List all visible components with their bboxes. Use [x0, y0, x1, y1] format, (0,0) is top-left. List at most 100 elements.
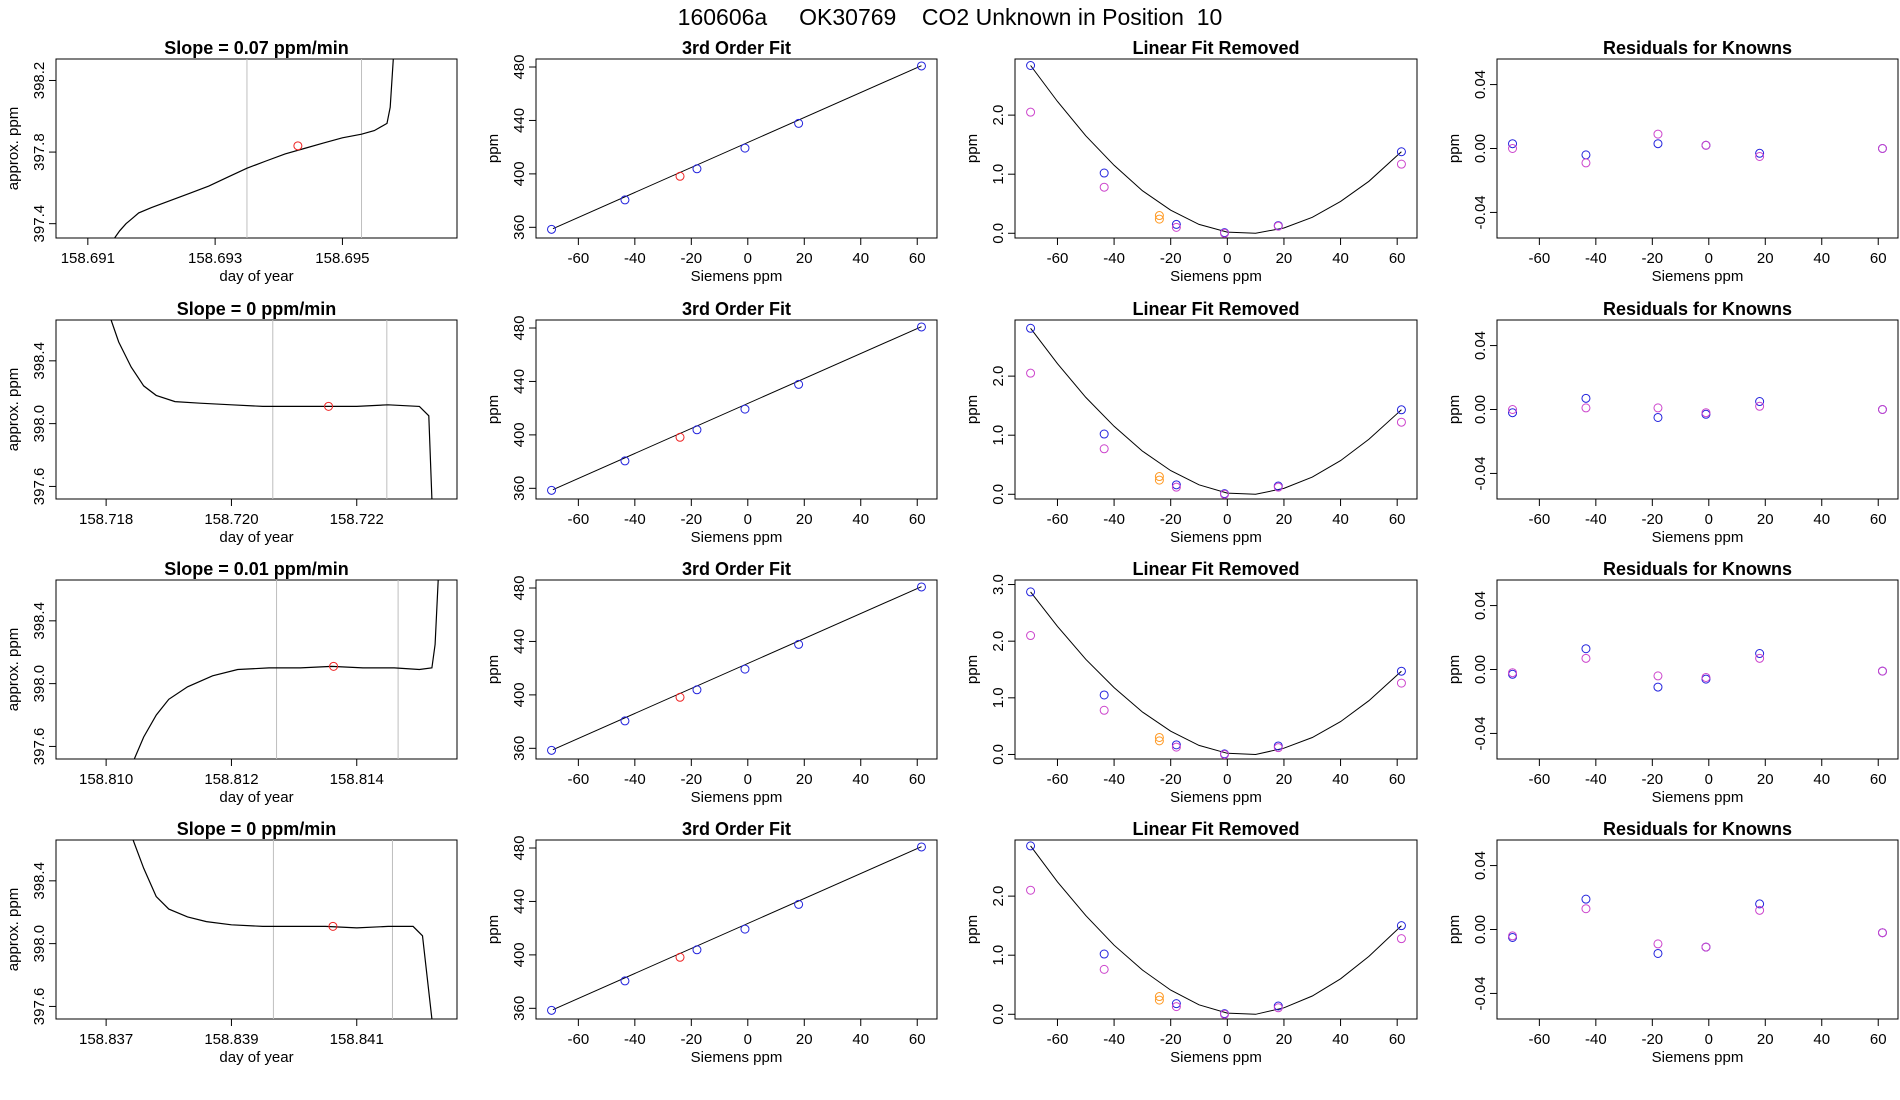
data-point-magenta [1171, 222, 1181, 232]
x-tick-label: 20 [1757, 511, 1774, 528]
data-point-blue [1099, 429, 1109, 439]
x-tick-label: 158.693 [188, 250, 242, 267]
x-tick-label: 60 [909, 250, 926, 267]
data-point-blue [1026, 587, 1036, 597]
fit-line [552, 846, 922, 1011]
y-tick-label: 360 [511, 476, 528, 501]
x-tick-label: 158.814 [330, 771, 384, 788]
y-tick-label: 480 [511, 835, 528, 860]
x-tick-label: 0 [744, 250, 752, 267]
y-tick-label: 0.00 [1472, 915, 1489, 944]
plot-area [113, 59, 394, 238]
y-tick-label: 480 [511, 54, 528, 79]
y-tick-label: 1.0 [990, 945, 1007, 966]
data-point-red [675, 432, 685, 442]
panel-title: Slope = 0 ppm/min [177, 819, 337, 839]
x-tick-label: 60 [909, 511, 926, 528]
data-point-blue [1099, 949, 1109, 959]
y-tick-label: 3.0 [990, 574, 1007, 595]
y-tick-label: 398.4 [31, 862, 48, 900]
data-point-red [675, 952, 685, 962]
data-point-blue [1581, 393, 1591, 403]
y-tick-label: 400 [511, 682, 528, 707]
y-axis-label: ppm [964, 395, 981, 424]
x-tick-label: 40 [1813, 771, 1830, 788]
x-tick-label: -20 [680, 1031, 702, 1048]
plot-area [1026, 60, 1406, 238]
x-tick-label: -40 [1103, 250, 1125, 267]
panel-title: Slope = 0 ppm/min [177, 299, 337, 319]
data-point-blue [1755, 899, 1765, 909]
plot-frame [1014, 58, 1418, 239]
data-point-blue [1653, 948, 1663, 958]
x-tick-label: 0 [1223, 771, 1231, 788]
plot-area [1508, 644, 1887, 692]
y-tick-label: -0.04 [1472, 716, 1489, 750]
y-tick-label: 400 [511, 161, 528, 186]
y-tick-label: 400 [511, 942, 528, 967]
y-axis-label: approx. ppm [5, 628, 22, 711]
y-axis-label: ppm [485, 655, 502, 684]
panel-residuals-row2: Residuals for Knowns -60 -40 -20 0 20 40 60 Siem… [1446, 299, 1899, 546]
panel-fit-row3: 3rd Order Fit -60 -40 -20 0 20 40 60 Siemens ppm… [485, 559, 938, 806]
x-tick-label: -40 [1103, 1031, 1125, 1048]
y-tick-label: 397.6 [31, 468, 48, 506]
data-point-magenta [1099, 964, 1109, 974]
plot-area [547, 322, 926, 495]
plot-area [1508, 129, 1887, 168]
data-point-magenta [1396, 417, 1406, 427]
data-point-blue [547, 224, 557, 234]
data-point-magenta [1026, 631, 1036, 641]
y-tick-label: 398.0 [31, 665, 48, 703]
data-point-magenta [1026, 368, 1036, 378]
y-tick-label: 440 [511, 629, 528, 654]
data-point-blue [740, 924, 750, 934]
data-point-orange [1154, 736, 1164, 746]
panel-title: 3rd Order Fit [682, 38, 791, 58]
data-point-orange [1154, 992, 1164, 1002]
y-tick-label: 398.4 [31, 602, 48, 640]
panel-title: Linear Fit Removed [1132, 819, 1299, 839]
plot-area [133, 580, 439, 759]
x-tick-label: 158.839 [204, 1031, 258, 1048]
y-axis-label: ppm [964, 655, 981, 684]
plot-frame [535, 579, 938, 760]
x-axis-label: day of year [219, 529, 293, 546]
y-tick-label: 397.6 [31, 988, 48, 1026]
x-tick-label: 0 [1223, 511, 1231, 528]
y-axis-label: ppm [485, 915, 502, 944]
x-tick-label: 20 [1276, 1031, 1293, 1048]
quadratic-curve [1030, 65, 1402, 234]
x-tick-label: -40 [624, 1031, 646, 1048]
panel-title: Linear Fit Removed [1132, 299, 1299, 319]
x-tick-label: 158.722 [330, 511, 384, 528]
data-point-magenta [1877, 928, 1887, 938]
y-tick-label: 397.4 [31, 205, 48, 243]
x-tick-label: 40 [1332, 511, 1349, 528]
y-axis-label: ppm [485, 395, 502, 424]
data-point-blue [1508, 408, 1518, 418]
x-tick-label: -40 [624, 771, 646, 788]
data-point-blue [1396, 921, 1406, 931]
data-point-blue [1171, 219, 1181, 229]
y-axis-label: approx. ppm [5, 888, 22, 971]
data-point-magenta [1396, 934, 1406, 944]
x-tick-label: 0 [1705, 1031, 1713, 1048]
y-axis-label: ppm [964, 915, 981, 944]
panel-title: Residuals for Knowns [1603, 559, 1792, 579]
y-tick-label: 480 [511, 315, 528, 340]
x-tick-label: -20 [1641, 1031, 1663, 1048]
x-tick-label: -60 [1047, 511, 1069, 528]
y-tick-label: 0.00 [1472, 134, 1489, 163]
y-axis-label: ppm [1446, 134, 1463, 163]
drift-trace [132, 840, 433, 1019]
panel-title: 3rd Order Fit [682, 299, 791, 319]
x-tick-label: -60 [1047, 250, 1069, 267]
panel-linear-removed-row1: Linear Fit Removed -60 -40 -20 0 20 40 60 Siemen… [964, 38, 1418, 285]
plot-area [1026, 841, 1406, 1019]
panel-linear-removed-row4: Linear Fit Removed -60 -40 -20 0 20 40 60 Siemen… [964, 819, 1418, 1066]
data-point-magenta [1273, 482, 1283, 492]
x-tick-label: -20 [680, 511, 702, 528]
y-axis-label: ppm [1446, 655, 1463, 684]
x-tick-label: -60 [568, 250, 590, 267]
